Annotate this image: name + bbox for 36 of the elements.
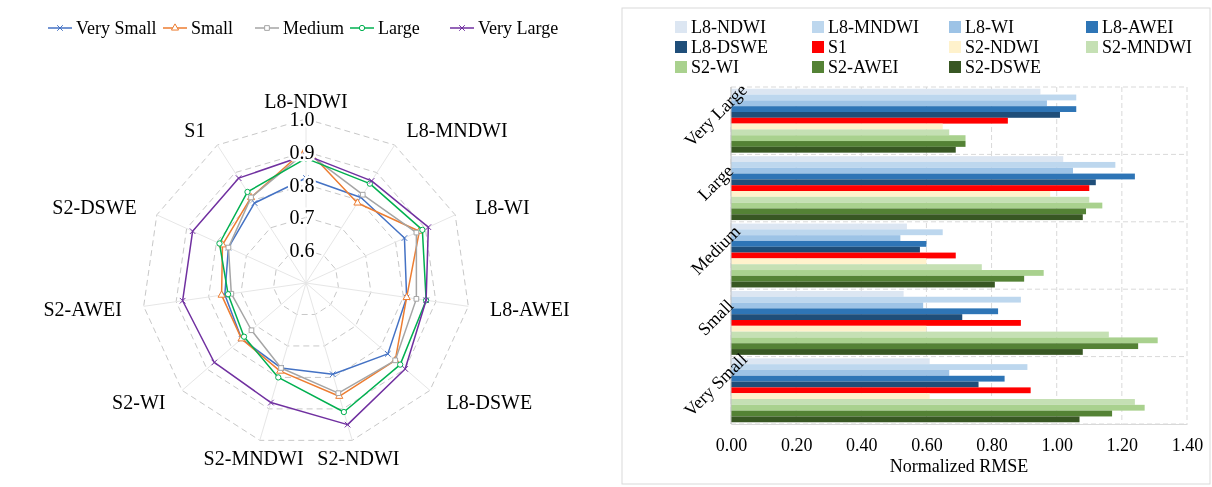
spoke-label: S1 xyxy=(184,118,206,141)
legend-label: L8-MNDWI xyxy=(828,17,919,37)
legend-label: Large xyxy=(378,18,420,38)
legend-label: S2-WI xyxy=(691,57,739,77)
legend-label: S2-DSWE xyxy=(965,57,1041,77)
legend-label: S2-NDWI xyxy=(965,37,1039,57)
spoke-label: S2-WI xyxy=(112,391,166,414)
legend-label: L8-WI xyxy=(965,17,1014,37)
spoke-label: S2-MNDWI xyxy=(203,446,304,469)
legend-label: Small xyxy=(191,18,234,38)
x-tick-label: 1.40 xyxy=(1171,434,1204,455)
legend-label: S2-AWEI xyxy=(828,57,899,77)
legend-label: Very Small xyxy=(76,18,157,38)
legend-label: L8-DSWE xyxy=(691,37,768,57)
legend-label: L8-AWEI xyxy=(1102,17,1174,37)
legend-label: L8-NDWI xyxy=(691,17,766,37)
y-tick-label: 0.6 xyxy=(289,239,315,262)
x-tick-label: 0.80 xyxy=(976,434,1008,455)
x-tick-label: 0.40 xyxy=(846,434,878,455)
spoke-label: S2-DSWE xyxy=(52,196,137,219)
spoke-label: L8-MNDWI xyxy=(406,118,508,141)
x-tick-label: 1.20 xyxy=(1106,434,1139,455)
spoke-label: L8-WI xyxy=(475,196,530,219)
spoke-label: L8-AWEI xyxy=(490,297,570,320)
x-axis-title: Normalized RMSE xyxy=(889,456,1029,476)
spoke-label: S2-AWEI xyxy=(43,297,122,320)
x-tick-label: 1.00 xyxy=(1041,434,1073,455)
legend-label: Very Large xyxy=(478,18,559,38)
y-tick-label: 0.7 xyxy=(289,206,315,229)
spoke-label: L8-DSWE xyxy=(446,391,533,414)
legend-label: S1 xyxy=(828,37,848,57)
legend-label: S2-MNDWI xyxy=(1102,37,1192,57)
x-tick-label: 0.00 xyxy=(715,434,748,455)
x-tick-label: 0.60 xyxy=(911,434,943,455)
spoke-label: S2-NDWI xyxy=(317,446,400,469)
x-tick-label: 0.20 xyxy=(780,434,813,455)
